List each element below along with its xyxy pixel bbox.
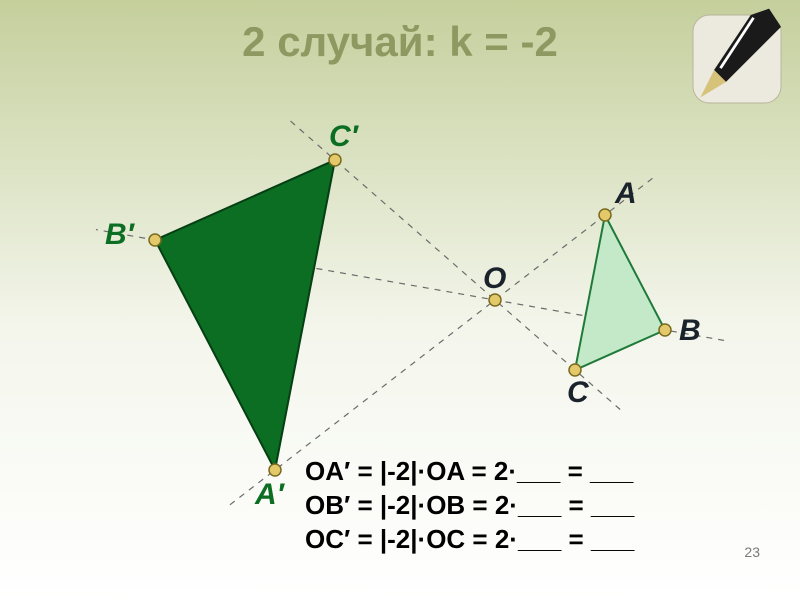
label-o: O <box>483 262 506 296</box>
pen-icon <box>682 4 792 114</box>
triangle-image <box>155 160 335 470</box>
triangle-original <box>575 215 665 370</box>
label-b-prime: B′ <box>105 218 134 252</box>
page-number: 23 <box>744 544 760 560</box>
formula-oa: OA′ = |-2|·OA = 2·___ = ___ <box>305 456 633 486</box>
label-b: B <box>679 314 701 348</box>
label-c-prime: C′ <box>329 120 358 154</box>
label-a-prime: A′ <box>255 478 284 512</box>
label-c: C <box>567 376 589 410</box>
label-a: A <box>615 177 637 211</box>
formula-ob: OB′ = |-2|·OB = 2·___ = ___ <box>305 490 634 520</box>
formula-block: OA′ = |-2|·OA = 2·___ = ___ OB′ = |-2|·O… <box>305 455 634 556</box>
formula-oc: OC′ = |-2|·OC = 2·___ = ___ <box>305 524 634 554</box>
